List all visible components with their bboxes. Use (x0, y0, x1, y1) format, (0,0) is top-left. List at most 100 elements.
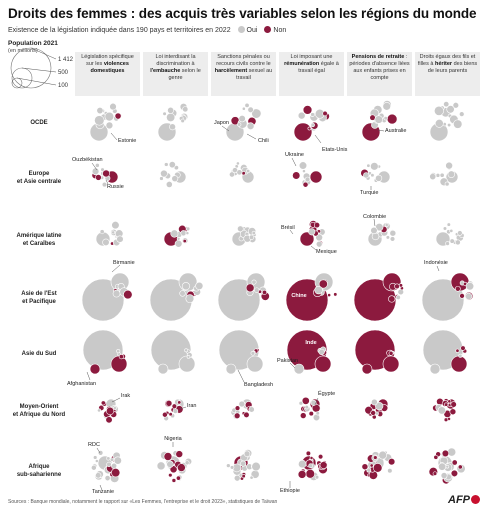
country-bubble (432, 471, 438, 476)
country-bubble (114, 112, 122, 120)
country-bubble (333, 292, 338, 297)
country-bubble (322, 110, 328, 117)
country-bubble (443, 101, 450, 108)
country-bubble (389, 236, 396, 242)
country-bubble (247, 106, 254, 113)
country-bubble (185, 294, 195, 304)
country-bubble (106, 456, 111, 461)
country-bubble (163, 452, 173, 461)
country-bubble (236, 161, 240, 166)
country-bubble (435, 172, 441, 178)
country-bubble (457, 464, 463, 470)
country-bubble (302, 169, 306, 174)
country-bubble (254, 287, 260, 293)
country-label: Pakistan (277, 358, 298, 364)
country-label: Ouzbékistan (72, 157, 103, 163)
country-bubble (166, 460, 174, 468)
country-bubble (315, 411, 320, 416)
country-bubble (168, 472, 173, 478)
size-legend-leader (30, 47, 57, 60)
country-bubble (123, 289, 133, 300)
annotation-leader-line (246, 133, 257, 140)
country-bubble (385, 235, 390, 240)
country-bubble (160, 169, 168, 178)
country-bubble (238, 400, 246, 408)
country-bubble (447, 170, 456, 178)
row-label-afrique: Afrique sub-saharienne (16, 464, 62, 478)
country-bubble (171, 175, 179, 183)
country-bubble (465, 292, 473, 300)
country-bubble (94, 459, 99, 463)
country-bubble (454, 239, 461, 246)
column-header-violence: Législation spécifique sur les violences… (75, 52, 140, 96)
country-bubble (310, 112, 315, 117)
country-bubble (91, 464, 97, 471)
country-bubble (104, 475, 111, 482)
size-label-large: 1 412 (58, 57, 74, 63)
country-bubble (164, 162, 169, 167)
country-label: Russie (107, 184, 124, 190)
country-bubble (228, 171, 235, 178)
country-bubble (445, 464, 450, 469)
medium-country-bubble (89, 363, 101, 375)
country-bubble (249, 475, 254, 480)
country-bubble (460, 345, 466, 351)
country-bubble (455, 348, 460, 353)
country-bubble (105, 416, 113, 424)
country-bubble (245, 283, 255, 293)
row-label-ocde: OCDE (30, 120, 48, 126)
country-bubble (370, 173, 375, 178)
country-bubble (310, 399, 317, 406)
country-bubble (251, 279, 257, 285)
legend-no-label: Non (273, 27, 287, 34)
country-bubble (369, 463, 374, 468)
medium-country-bubble (361, 363, 373, 375)
country-label: Estonie (118, 138, 136, 144)
country-bubble (195, 281, 204, 290)
country-bubble (168, 161, 176, 169)
country-bubble (168, 412, 173, 417)
country-bubble (314, 285, 323, 295)
country-bubble (363, 172, 370, 179)
country-bubble (246, 122, 255, 130)
country-bubble (361, 463, 369, 471)
country-bubble (446, 222, 451, 227)
country-bubble (169, 123, 176, 131)
country-bubble (447, 123, 452, 128)
country-bubble (397, 288, 404, 296)
country-bubble (175, 450, 184, 458)
country-bubble (386, 113, 398, 125)
country-label: Turquie (360, 190, 378, 196)
country-bubble (304, 176, 311, 183)
large-country-bubble (246, 355, 264, 373)
country-label: Colombie (363, 214, 386, 220)
country-bubble (102, 169, 110, 178)
country-bubble (91, 167, 100, 176)
country-bubble (449, 408, 457, 416)
country-bubble (449, 228, 454, 233)
country-bubble (444, 402, 449, 407)
country-bubble (465, 282, 475, 291)
country-label: Iran (187, 403, 196, 409)
annotation-leader-line (289, 229, 294, 235)
annotation-leader-line (314, 397, 319, 406)
country-bubble (297, 111, 306, 120)
medium-country-bubble (157, 363, 169, 375)
country-bubble (241, 474, 246, 479)
country-bubble (308, 410, 314, 417)
country-bubble (327, 293, 332, 297)
afp-logo: AFP (448, 494, 480, 506)
country-label: Égypte (318, 390, 335, 397)
annotation-leader-line (436, 265, 440, 272)
country-bubble (97, 408, 102, 413)
big-country-bubble (421, 278, 465, 322)
size-label-medium: 500 (58, 70, 69, 76)
chart-title: Droits des femmes : des acquis très vari… (8, 6, 477, 21)
country-bubble (317, 453, 324, 460)
country-bubble (94, 115, 105, 126)
country-bubble (95, 472, 102, 479)
country-bubble (116, 349, 121, 354)
country-bubble (106, 461, 112, 467)
country-bubble (439, 172, 445, 178)
